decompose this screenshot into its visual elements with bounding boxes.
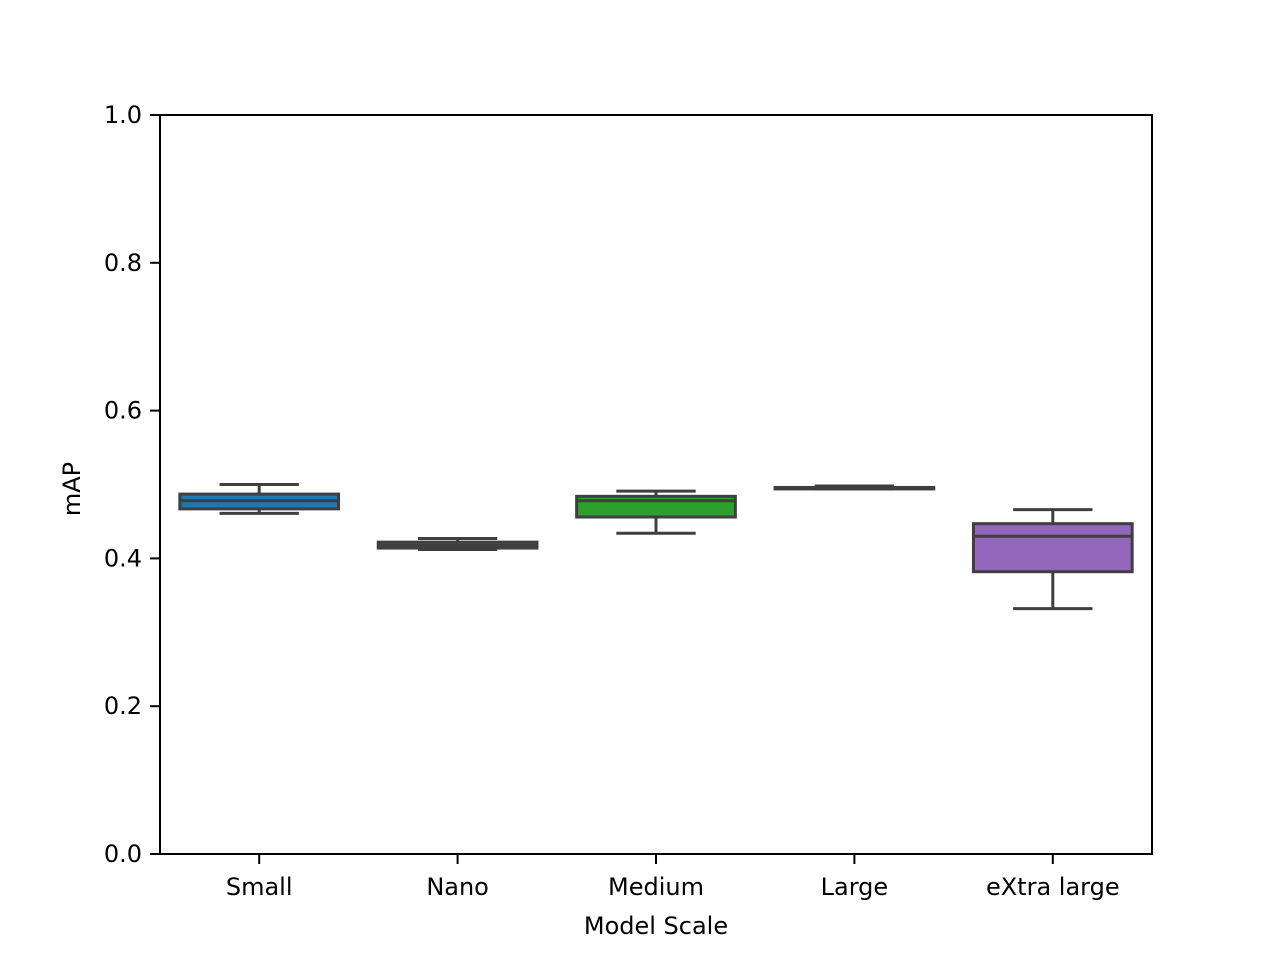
y-tick-label: 0.4	[104, 544, 142, 572]
ticks-layer: 0.0 0.2 0.4 0.6 0.8 1.0 Small Nano Medium Large eX…	[104, 101, 1120, 901]
x-tick-label: eXtra large	[986, 873, 1120, 901]
y-tick-label: 1.0	[104, 101, 142, 129]
y-tick-label: 0.6	[104, 397, 142, 425]
plot-area-frame	[159, 114, 1153, 855]
box-extra-large	[971, 508, 1134, 611]
box-large	[773, 484, 936, 491]
box-small	[178, 483, 341, 515]
x-tick-label: Nano	[426, 873, 489, 901]
x-tick-label: Small	[226, 873, 293, 901]
iqr-box	[971, 522, 1134, 574]
x-tick-label: Large	[821, 873, 889, 901]
y-tick-label: 0.8	[104, 249, 142, 277]
box-nano	[376, 536, 539, 552]
box-medium	[575, 489, 737, 535]
y-axis-label: mAP	[58, 462, 86, 516]
x-axis-label: Model Scale	[584, 912, 728, 940]
y-tick-label: 0.2	[104, 692, 142, 720]
boxes-layer	[178, 483, 1134, 611]
y-tick-label: 0.0	[104, 840, 142, 868]
x-tick-label: Medium	[608, 873, 704, 901]
